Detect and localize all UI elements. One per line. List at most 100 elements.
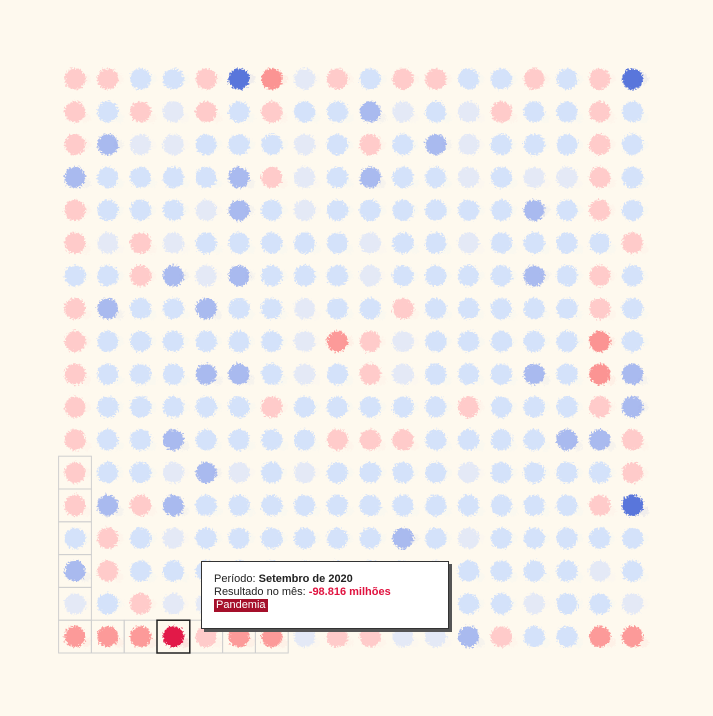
data-point[interactable] — [294, 494, 316, 516]
data-point[interactable] — [556, 462, 578, 484]
data-point[interactable] — [64, 396, 86, 418]
data-point[interactable] — [195, 265, 217, 287]
data-point[interactable] — [458, 199, 480, 221]
data-point[interactable] — [490, 330, 512, 352]
data-point[interactable] — [425, 396, 447, 418]
data-point[interactable] — [359, 429, 381, 451]
data-point[interactable] — [261, 363, 283, 385]
data-point[interactable] — [622, 265, 644, 287]
data-point[interactable] — [359, 166, 381, 188]
data-point[interactable] — [622, 527, 644, 549]
data-point[interactable] — [556, 68, 578, 90]
data-point[interactable] — [556, 363, 578, 385]
data-point[interactable] — [425, 462, 447, 484]
data-point[interactable] — [261, 68, 283, 90]
data-point[interactable] — [622, 593, 644, 615]
data-point[interactable] — [97, 330, 119, 352]
data-point[interactable] — [556, 429, 578, 451]
data-point[interactable] — [64, 462, 86, 484]
data-point[interactable] — [589, 101, 611, 123]
data-point[interactable] — [589, 232, 611, 254]
data-point[interactable] — [523, 265, 545, 287]
data-point[interactable] — [359, 396, 381, 418]
data-point[interactable] — [97, 593, 119, 615]
data-point[interactable] — [622, 626, 644, 648]
data-point[interactable] — [130, 462, 152, 484]
data-point[interactable] — [162, 68, 184, 90]
data-point[interactable] — [425, 101, 447, 123]
data-point[interactable] — [162, 265, 184, 287]
data-point[interactable] — [556, 626, 578, 648]
data-point[interactable] — [556, 494, 578, 516]
data-point[interactable] — [97, 560, 119, 582]
data-point[interactable] — [64, 429, 86, 451]
data-point[interactable] — [130, 560, 152, 582]
data-point[interactable] — [622, 330, 644, 352]
data-point[interactable] — [458, 265, 480, 287]
data-point[interactable] — [490, 166, 512, 188]
data-point[interactable] — [359, 265, 381, 287]
data-point[interactable] — [556, 199, 578, 221]
data-point[interactable] — [589, 593, 611, 615]
data-point[interactable] — [294, 429, 316, 451]
data-point[interactable] — [162, 494, 184, 516]
data-point[interactable] — [490, 560, 512, 582]
data-point[interactable] — [195, 396, 217, 418]
data-point[interactable] — [425, 429, 447, 451]
data-point[interactable] — [162, 593, 184, 615]
data-point[interactable] — [64, 298, 86, 320]
data-point[interactable] — [359, 101, 381, 123]
data-point[interactable] — [490, 265, 512, 287]
data-point[interactable] — [64, 527, 86, 549]
data-point[interactable] — [622, 298, 644, 320]
data-point[interactable] — [97, 166, 119, 188]
data-point[interactable] — [294, 232, 316, 254]
data-point[interactable] — [523, 429, 545, 451]
data-point[interactable] — [490, 298, 512, 320]
data-point[interactable] — [228, 363, 250, 385]
data-point[interactable] — [64, 265, 86, 287]
data-point[interactable] — [261, 396, 283, 418]
data-point[interactable] — [326, 298, 348, 320]
data-point[interactable] — [195, 330, 217, 352]
data-point[interactable] — [162, 199, 184, 221]
data-point[interactable] — [359, 462, 381, 484]
data-point[interactable] — [326, 101, 348, 123]
data-point[interactable] — [228, 199, 250, 221]
data-point[interactable] — [162, 626, 184, 648]
data-point[interactable] — [64, 330, 86, 352]
data-point[interactable] — [261, 199, 283, 221]
data-point[interactable] — [64, 363, 86, 385]
data-point[interactable] — [261, 134, 283, 156]
data-point[interactable] — [130, 232, 152, 254]
data-point[interactable] — [556, 166, 578, 188]
data-point[interactable] — [261, 462, 283, 484]
data-point[interactable] — [162, 363, 184, 385]
data-point[interactable] — [490, 429, 512, 451]
data-point[interactable] — [294, 626, 316, 648]
data-point[interactable] — [425, 68, 447, 90]
data-point[interactable] — [261, 232, 283, 254]
data-point[interactable] — [195, 101, 217, 123]
data-point[interactable] — [622, 199, 644, 221]
data-point[interactable] — [97, 462, 119, 484]
data-point[interactable] — [228, 166, 250, 188]
data-point[interactable] — [490, 462, 512, 484]
data-point[interactable] — [64, 134, 86, 156]
data-point[interactable] — [589, 199, 611, 221]
data-point[interactable] — [97, 265, 119, 287]
data-point[interactable] — [195, 429, 217, 451]
data-point[interactable] — [64, 593, 86, 615]
data-point[interactable] — [162, 134, 184, 156]
data-point[interactable] — [294, 396, 316, 418]
data-point[interactable] — [359, 68, 381, 90]
data-point[interactable] — [556, 298, 578, 320]
data-point[interactable] — [392, 232, 414, 254]
data-point[interactable] — [97, 232, 119, 254]
data-point[interactable] — [458, 494, 480, 516]
data-point[interactable] — [490, 101, 512, 123]
data-point[interactable] — [130, 593, 152, 615]
data-point[interactable] — [228, 232, 250, 254]
data-point[interactable] — [359, 298, 381, 320]
data-point[interactable] — [490, 494, 512, 516]
